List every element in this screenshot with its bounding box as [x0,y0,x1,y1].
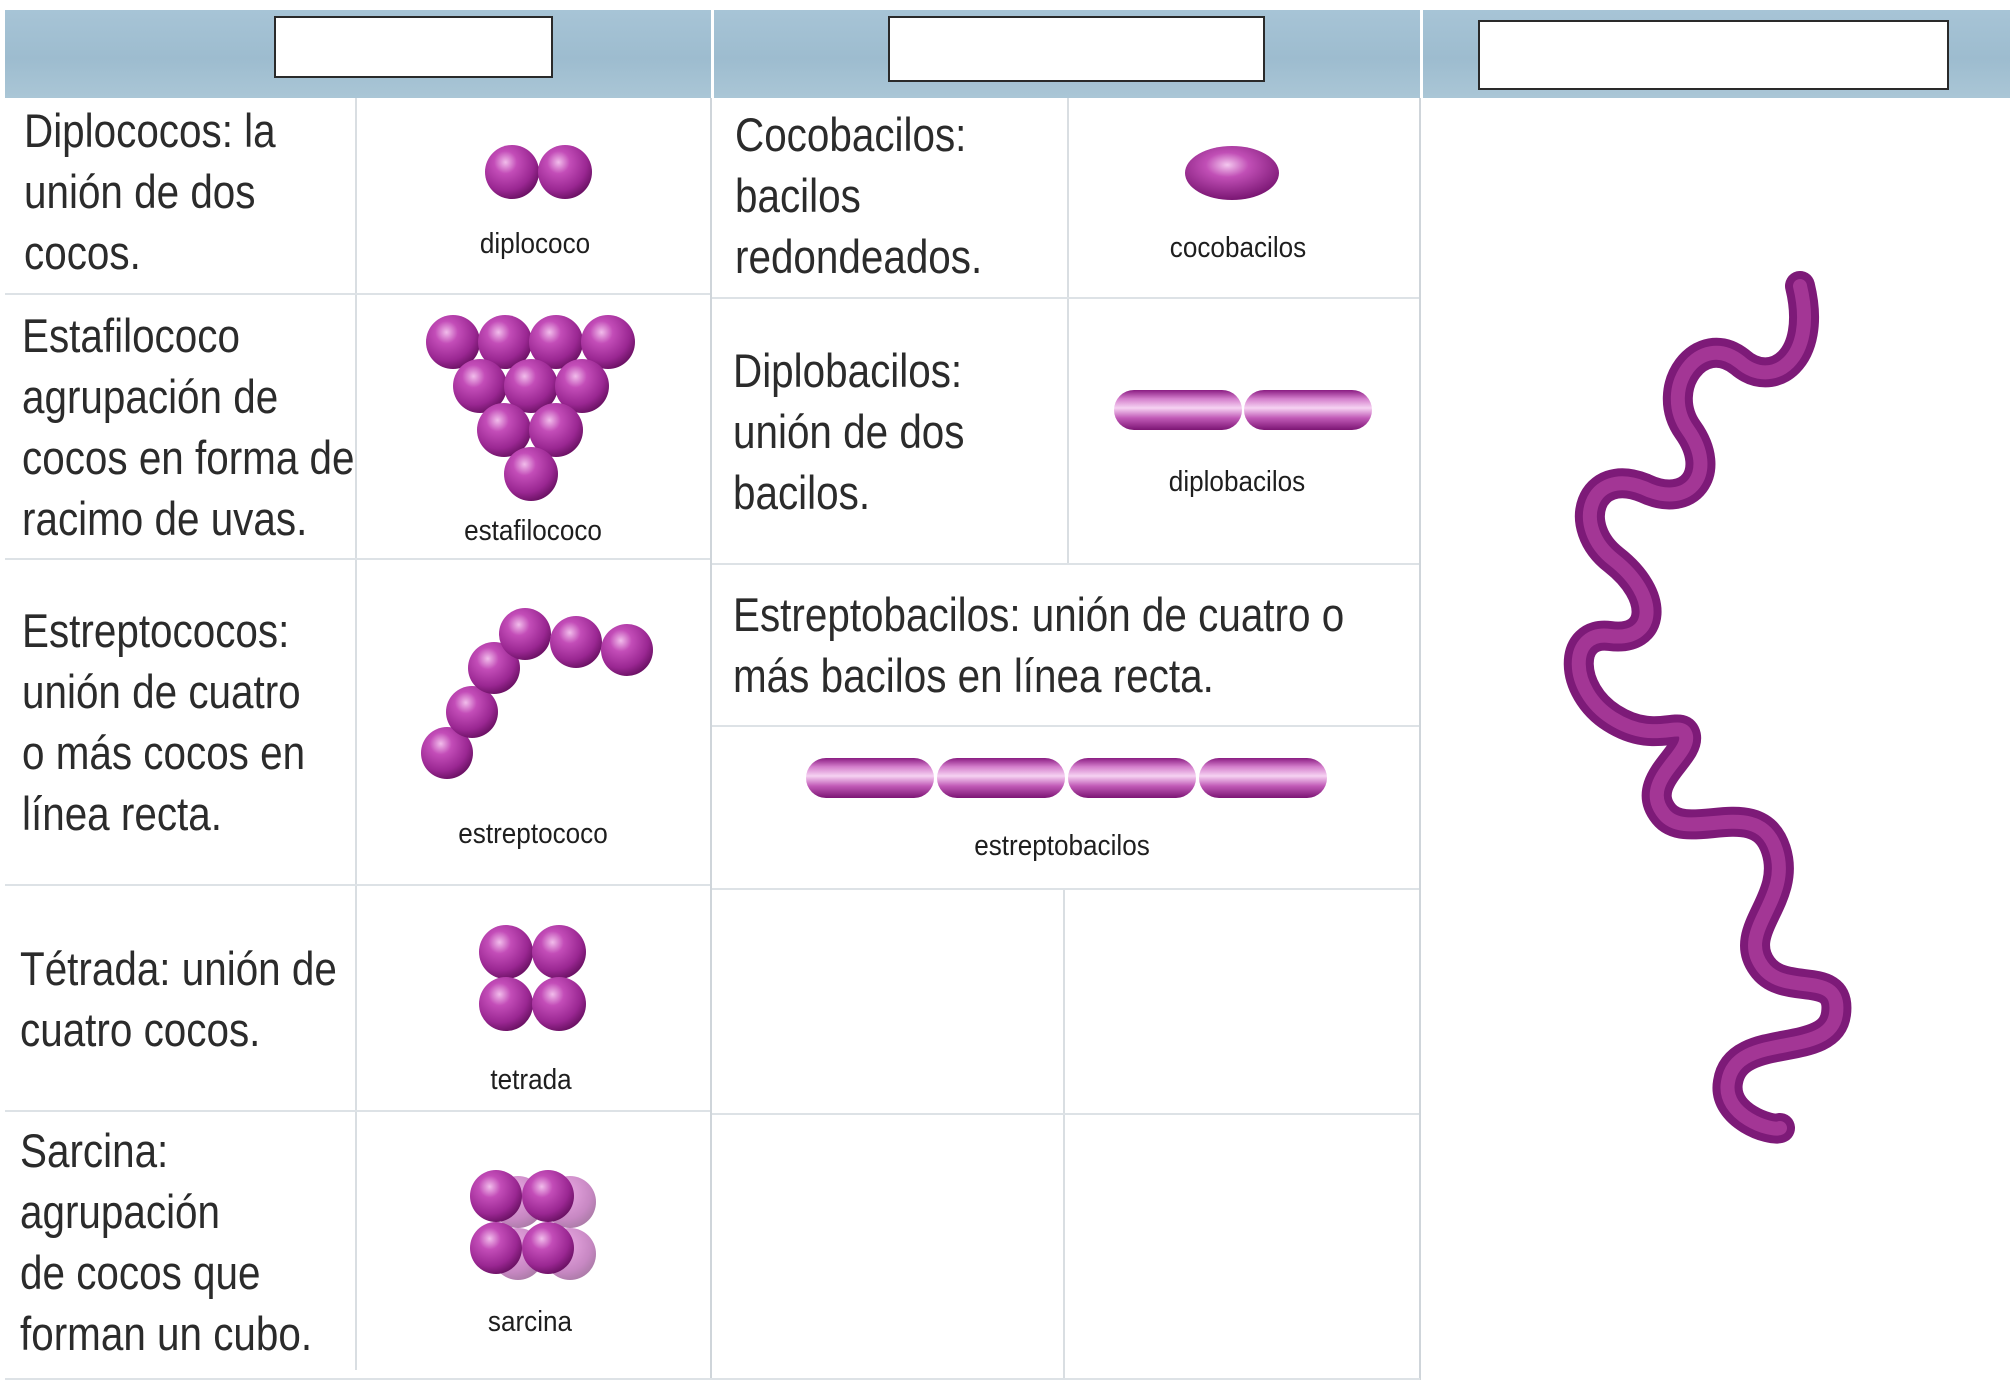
bacillus-cell [1199,758,1327,798]
cocobacilos-caption: cocobacilos [1169,232,1307,264]
estafilococo-description: Estafilococo agrupación de cocos en form… [22,309,355,545]
label-box-bacilos[interactable] [888,16,1265,82]
estreptobacilos-description: Estreptobacilos: unión de cuatro o más b… [733,588,1345,702]
estreptococo-description: Estreptococos: unión de cuatro o más coc… [22,604,306,840]
coccus-cell [550,616,602,668]
grid-line [1063,888,1065,1380]
diplobacilos-figure [1114,390,1372,430]
estafilococo-caption: estafilococo [464,515,602,547]
estreptococo-figure [421,608,653,779]
grid-line [5,558,710,560]
coccus-cell [532,977,586,1031]
coccus-cell [470,1170,522,1222]
tetrada-description: Tétrada: unión de cuatro cocos. [20,942,337,1056]
coccus-cell [529,403,583,457]
bacillus-cell [1068,758,1196,798]
grid-line [5,1110,710,1112]
bacillus-cell [1114,390,1242,430]
grid-line [355,98,357,1370]
grid-line [5,884,710,886]
cocobacilos-description: Cocobacilos: bacilos redondeados. [735,108,983,283]
diplococo-description: Diplococos: la unión de dos cocos. [24,104,276,279]
coccus-cell [426,315,480,369]
diplobacilos-caption: diplobacilos [1168,466,1306,498]
grid-line [5,1378,1420,1380]
sarcina-caption: sarcina [487,1306,573,1338]
coccus-cell [538,145,592,199]
bacillus-cell [1185,146,1279,200]
estreptobacilos-figure [806,758,1327,798]
coccus-cell [485,145,539,199]
coccus-cell [522,1222,574,1274]
coccus-cell [522,1170,574,1222]
estreptococo-caption: estreptococo [458,818,608,850]
coccus-cell [555,359,609,413]
tetrada-figure [479,925,586,1031]
tetrada-caption: tetrada [490,1064,572,1096]
grid-line [5,293,710,295]
coccus-cell [468,642,520,694]
sarcina-figure [470,1170,596,1280]
coccus-cell [470,1222,522,1274]
coccus-cell [499,608,551,660]
diplobacilos-description: Diplobacilos: unión de dos bacilos. [733,344,965,519]
label-box-espirilos[interactable] [1478,20,1949,90]
grid-line [712,563,1419,565]
grid-line [712,888,1419,890]
grid-line [712,1113,1419,1115]
coccus-cell [421,727,473,779]
espiroqueta-figure [1563,271,1852,1144]
coccus-cell [479,977,533,1031]
coccus-cell [504,447,558,501]
coccus-cell [504,359,558,413]
estreptobacilos-caption: estreptobacilos [974,830,1150,862]
coccus-cell [581,315,635,369]
diplococo-figure [485,145,592,199]
coccus-cell [446,686,498,738]
grid-line [710,98,712,1380]
grid-line [712,297,1419,299]
coccus-cell [529,315,583,369]
diplococo-caption: diplococo [479,228,591,260]
grid-line [712,725,1419,727]
coccus-cell [601,624,653,676]
bacillus-cell [806,758,934,798]
coccus-cell [478,315,532,369]
label-box-cocos[interactable] [274,16,553,78]
cocobacilos-figure [1185,146,1279,200]
bacillus-cell [1244,390,1372,430]
bacillus-cell [937,758,1065,798]
sarcina-description: Sarcina: agrupación de cocos que forman … [20,1124,313,1360]
grid-line [1419,98,1421,1380]
spiral-bacterium [1563,271,1852,1144]
coccus-cell [477,403,531,457]
coccus-cell [532,925,586,979]
estafilococo-figure [426,315,635,501]
coccus-cell [479,925,533,979]
grid-line [1067,98,1069,563]
coccus-cell [453,359,507,413]
